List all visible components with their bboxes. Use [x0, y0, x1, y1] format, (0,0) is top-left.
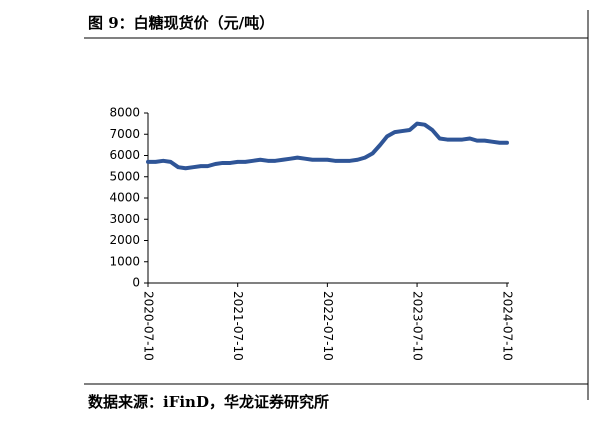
chart-title: 图 9：白糖现货价（元/吨） [88, 14, 274, 32]
y-tick-label: 1000 [109, 254, 140, 268]
plot: 0 1000 2000 3000 4000 5000 6000 7000 8000 2020-07… [109, 106, 514, 361]
x-tick-label: 2021-07-10 [231, 291, 245, 361]
y-tick-label: 8000 [109, 106, 140, 120]
x-tick-label: 2022-07-10 [321, 291, 335, 361]
y-tick-label: 0 [132, 276, 140, 290]
y-tick-label: 3000 [109, 212, 140, 226]
y-tick-label: 7000 [109, 127, 140, 141]
y-tick-label: 5000 [109, 169, 140, 183]
y-tick-label: 4000 [109, 191, 140, 205]
source-note: 数据来源：iFinD，华龙证券研究所 [88, 393, 329, 411]
x-tick-label: 2024-07-10 [501, 291, 515, 361]
x-tick-label: 2020-07-10 [142, 291, 156, 361]
y-tick-label: 6000 [109, 148, 140, 162]
y-tick-label: 2000 [109, 233, 140, 247]
line-series [146, 121, 509, 171]
x-tick-label: 2023-07-10 [411, 291, 425, 361]
